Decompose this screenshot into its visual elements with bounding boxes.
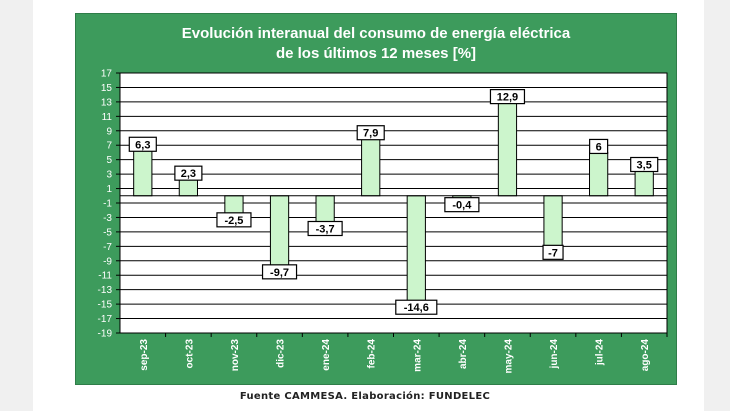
data-label-box [261, 264, 298, 280]
category-label: dic-23 [276, 339, 287, 368]
bar [543, 195, 563, 247]
y-tick-label: -13 [98, 285, 113, 296]
y-tick-label: -9 [103, 256, 112, 267]
data-label-box [128, 136, 157, 152]
data-label-box [589, 138, 609, 155]
bar [315, 195, 335, 223]
y-tick-label: -17 [98, 314, 113, 325]
bar [634, 170, 654, 197]
category-label: feb-24 [367, 339, 378, 369]
data-label: -0,4 [452, 200, 472, 212]
y-tick-label: -11 [98, 271, 112, 282]
data-label-box [356, 125, 385, 141]
category-label: abr-24 [458, 339, 469, 369]
data-label-box [489, 89, 526, 105]
category-label: ene-24 [321, 339, 332, 371]
y-tick-label: 3 [106, 170, 112, 181]
data-label-box [216, 212, 252, 228]
category-label: oct-23 [184, 339, 195, 369]
y-tick-label: -3 [103, 213, 112, 224]
y-tick-label: -5 [103, 227, 112, 238]
y-tick-label: 7 [106, 141, 112, 152]
data-label-box [542, 244, 564, 260]
category-label: nov-23 [230, 339, 241, 372]
y-tick-label: -7 [103, 242, 112, 253]
data-label-box [395, 299, 438, 315]
bar [497, 102, 518, 197]
y-tick-label: 17 [101, 69, 113, 80]
bar [406, 195, 426, 302]
bar [224, 195, 244, 215]
data-label: 7,9 [363, 128, 378, 140]
y-tick-label: -15 [98, 300, 113, 311]
chart-title-line2: de los últimos 12 meses [%] [275, 45, 477, 62]
y-tick-label: 5 [106, 155, 112, 166]
chart-title: Evolución interanual del consumo de ener… [76, 24, 676, 64]
data-label-box [630, 156, 659, 173]
data-label-box [444, 197, 480, 213]
data-label: 6 [596, 141, 602, 153]
data-label-box [307, 220, 343, 237]
bar-chart: 17 15 13 11 9 7 5 3 1 -1 -3 -5 -7 -9 -11 -13 -15 -17 -19 6,… [98, 69, 668, 374]
data-label: -7 [548, 247, 558, 259]
y-tick-label: 9 [106, 126, 112, 137]
y-tick-label: 15 [101, 83, 113, 94]
data-label: -14,6 [404, 302, 429, 314]
category-label: jun-24 [549, 339, 560, 370]
category-label: mar-24 [412, 339, 423, 372]
bar [589, 151, 609, 197]
category-label: may-24 [503, 339, 514, 374]
data-label: -3,7 [316, 224, 335, 236]
source-caption: Fuente CAMMESA. Elaboración: FUNDELEC [239, 391, 491, 402]
data-label: -2,5 [224, 215, 243, 227]
y-tick-label: 13 [101, 97, 113, 108]
bar [361, 138, 381, 197]
data-label: 2,3 [181, 168, 196, 180]
data-label: 6,3 [135, 139, 150, 151]
bar [269, 195, 290, 267]
bar [133, 149, 153, 197]
y-tick-label: 1 [106, 184, 112, 195]
y-tick-label: -19 [98, 329, 113, 340]
data-label-box [174, 165, 203, 181]
category-label: jul-24 [595, 339, 606, 367]
data-label: 12,9 [497, 92, 518, 104]
bar [178, 178, 198, 197]
data-label: -9,7 [270, 267, 289, 279]
y-tick-label: -1 [103, 199, 112, 210]
y-tick-label: 11 [102, 112, 113, 123]
category-label: ago-24 [640, 339, 651, 372]
category-label: sep-23 [139, 339, 150, 371]
chart-title-line1: Evolución interanual del consumo de ener… [181, 25, 571, 42]
data-label: 3,5 [637, 160, 652, 172]
